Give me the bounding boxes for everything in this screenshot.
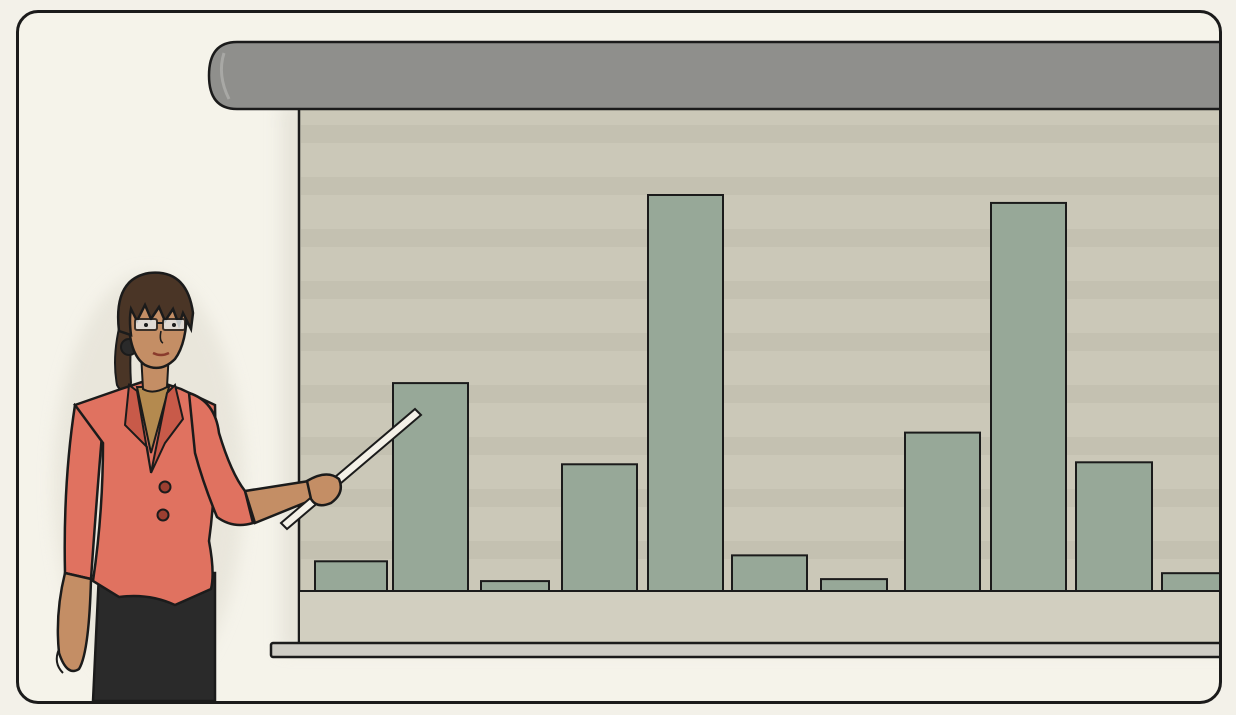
screen-stripe	[301, 229, 1219, 247]
chart-bar	[990, 201, 1067, 592]
chart-bar	[561, 463, 638, 592]
chart-bar	[1161, 572, 1219, 592]
screen-base-band	[298, 590, 1219, 644]
jacket-lapel-left	[123, 383, 152, 474]
chart-bar	[392, 382, 469, 592]
chart-bar	[904, 431, 981, 592]
presentation-illustration	[54, 40, 1219, 701]
jacket-button	[156, 508, 170, 522]
bar-chart-marks	[314, 194, 1219, 592]
screen-stripe	[301, 489, 1219, 507]
left-hand	[56, 571, 93, 673]
right-hand	[305, 473, 342, 507]
screen-stripe	[301, 541, 1219, 559]
screen-stripe	[301, 177, 1219, 195]
illustration-frame	[16, 10, 1222, 704]
screen-bottom-rail	[269, 641, 1219, 659]
right-arm-sleeve	[187, 391, 255, 527]
screen-roller	[207, 40, 1219, 111]
chart-bar	[820, 578, 888, 592]
screen-stripe	[301, 281, 1219, 299]
chart-bar	[1075, 461, 1153, 592]
jacket-button	[158, 480, 172, 494]
screen-stripe	[301, 385, 1219, 403]
screen-stripe	[301, 125, 1219, 143]
screen-stripe	[301, 437, 1219, 455]
jacket-lapel-right	[150, 383, 185, 474]
presenter-figure	[54, 271, 423, 701]
chart-bar	[731, 554, 808, 592]
screen-stripe	[301, 333, 1219, 351]
mouth	[152, 351, 170, 357]
chart-bar	[647, 194, 724, 592]
chart-bar	[314, 560, 388, 592]
screen-texture-stripes	[301, 125, 1219, 559]
chart-bar	[480, 580, 550, 592]
